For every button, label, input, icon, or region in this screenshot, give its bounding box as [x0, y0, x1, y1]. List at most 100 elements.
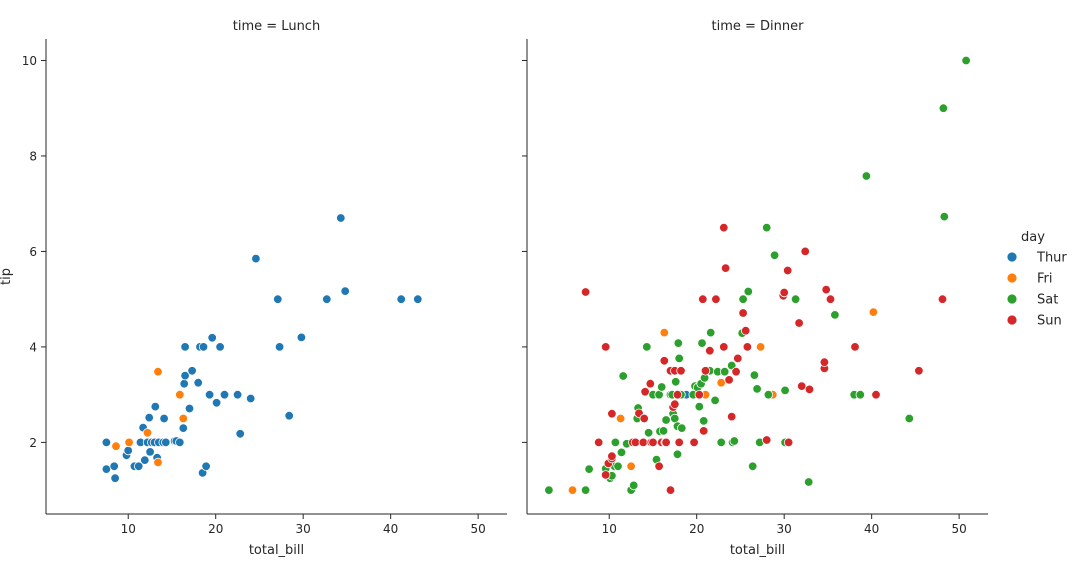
- point-thur: [215, 342, 225, 352]
- point-sat: [855, 390, 866, 400]
- point-thur: [235, 429, 245, 439]
- point-sun: [674, 437, 684, 448]
- point-sat: [694, 401, 705, 412]
- point-sun: [689, 437, 699, 448]
- point-sat: [661, 415, 671, 425]
- point-sat: [861, 171, 872, 181]
- point-sun: [724, 375, 734, 385]
- point-fri: [626, 461, 636, 472]
- point-fri: [124, 437, 134, 448]
- point-sat: [584, 464, 594, 474]
- point-fri: [178, 413, 189, 424]
- point-thur: [175, 437, 185, 448]
- point-sun: [719, 222, 729, 233]
- point-fri: [615, 413, 626, 424]
- point-thur: [101, 464, 112, 474]
- point-sun: [762, 435, 772, 445]
- point-sun: [594, 437, 604, 448]
- point-fri: [567, 485, 578, 495]
- point-fri: [153, 367, 163, 377]
- point-sun: [914, 366, 924, 376]
- point-sat: [616, 447, 627, 458]
- point-sun: [607, 451, 617, 461]
- point-sun: [640, 387, 650, 397]
- point-sun: [601, 342, 611, 352]
- point-sat: [752, 384, 762, 394]
- point-thur: [140, 455, 150, 465]
- points-group: [101, 213, 423, 483]
- point-sat: [804, 477, 814, 487]
- x-tick-label: 20: [208, 522, 223, 536]
- legend-marker-thur: [1006, 251, 1018, 263]
- point-sat: [629, 480, 639, 491]
- x-axis-label: total_bill: [730, 543, 785, 557]
- legend-label-fri: Fri: [1037, 272, 1053, 287]
- point-thur: [133, 461, 144, 472]
- x-tick-label: 40: [383, 522, 398, 536]
- x-tick-label: 10: [121, 522, 136, 536]
- point-thur: [396, 294, 406, 304]
- point-sun: [937, 294, 948, 304]
- point-sun: [607, 409, 617, 419]
- point-thur: [284, 411, 294, 421]
- point-thur: [273, 294, 283, 304]
- point-thur: [336, 213, 346, 223]
- point-sun: [694, 390, 705, 400]
- point-sun: [741, 326, 751, 336]
- point-thur: [198, 342, 209, 352]
- point-thur: [274, 342, 285, 352]
- point-fri: [142, 428, 153, 438]
- legend-label-sat: Sat: [1037, 293, 1058, 308]
- point-sat: [716, 437, 726, 448]
- point-sat: [657, 382, 667, 392]
- point-sun: [783, 437, 794, 448]
- y-tick-label: 10: [22, 54, 37, 68]
- point-sat: [938, 103, 949, 113]
- point-sat: [658, 426, 669, 436]
- point-thur: [193, 378, 203, 388]
- point-sun: [794, 318, 804, 328]
- x-tick-label: 30: [777, 522, 792, 536]
- point-sun: [711, 294, 721, 304]
- point-sun: [731, 367, 741, 377]
- point-sun: [665, 485, 676, 495]
- point-fri: [153, 457, 163, 468]
- x-tick-label: 30: [296, 522, 311, 536]
- point-sun: [738, 308, 748, 318]
- point-sat: [544, 485, 554, 495]
- point-thur: [340, 286, 350, 296]
- point-sun: [661, 437, 671, 448]
- point-sat: [762, 222, 772, 233]
- point-sun: [580, 287, 591, 297]
- point-thur: [180, 342, 190, 352]
- point-sun: [821, 284, 831, 295]
- point-sun: [639, 413, 649, 424]
- panel-lunch: time = Lunch 10 20 30 40 50 2 4 6 8 10 total_bill: [22, 19, 507, 558]
- point-sun: [733, 353, 743, 364]
- point-sat: [769, 250, 780, 261]
- panel-dinner: time = Dinner 10 20 30 40 50 total_bill: [522, 19, 988, 558]
- x-tick-label: 10: [602, 522, 617, 536]
- y-axis-label: tip: [0, 268, 14, 285]
- legend-label-sun: Sun: [1037, 314, 1062, 329]
- y-tick-label: 8: [29, 149, 37, 163]
- point-sun: [742, 342, 753, 352]
- point-sun: [819, 357, 830, 367]
- point-sun: [659, 356, 670, 366]
- y-tick-label: 2: [29, 436, 37, 450]
- point-thur: [123, 445, 133, 456]
- point-thur: [159, 413, 169, 424]
- point-thur: [204, 390, 215, 400]
- point-fri: [175, 390, 185, 400]
- point-sat: [613, 461, 623, 472]
- point-sun: [670, 399, 680, 409]
- point-sun: [654, 461, 664, 472]
- point-sun: [719, 342, 729, 352]
- point-sun: [720, 263, 731, 273]
- point-sat: [699, 416, 709, 426]
- point-sat: [720, 367, 730, 377]
- point-sun: [850, 342, 860, 352]
- y-tick-label: 4: [29, 340, 37, 354]
- point-thur: [109, 461, 119, 472]
